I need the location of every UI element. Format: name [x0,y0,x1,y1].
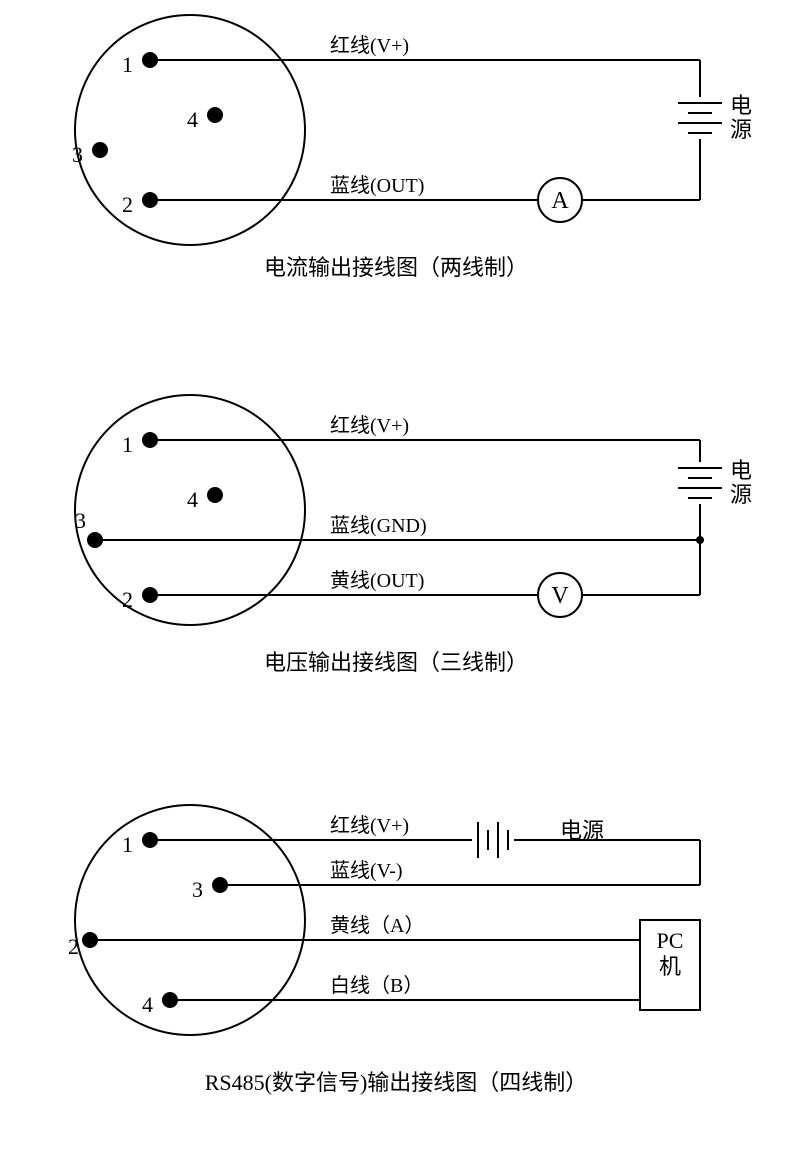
pin-label-2: 2 [68,934,79,959]
svg-text:源: 源 [730,482,752,507]
pin-label-3: 3 [75,508,86,533]
wire-label-1: 蓝线(OUT) [330,174,424,197]
wire-label-0: 红线(V+) [330,414,409,437]
diagram-caption: 电压输出接线图（三线制） [264,650,528,675]
diagram-caption: 电流输出接线图（两线制） [264,255,528,280]
svg-text:电: 电 [730,93,752,118]
wire-label-0: 红线(V+) [330,814,409,837]
pin-label-4: 4 [187,487,198,512]
svg-text:电: 电 [730,458,752,483]
wire-label-1: 蓝线(V-) [330,859,403,882]
wire-label-2: 黄线（A） [330,914,424,937]
wiring-diagrams: 1234红线(V+)A蓝线(OUT)电源电流输出接线图（两线制）1234红线(V… [0,0,792,1166]
wire-label-0: 红线(V+) [330,34,409,57]
diagram-1: 1 2 3 4 红线(V+) 蓝线(GND) V 黄线(OUT) 电源电压输出接线图（三线制） [75,395,752,675]
wire-label-1: 蓝线(GND) [330,514,427,537]
diagram-2: 1 2 3 4 电源 红线(V+) 蓝线(V-) 黄线（A） 白线（B） PC机 RS485(数字信… [68,805,700,1095]
diagram-caption: RS485(数字信号)输出接线图（四线制） [205,1070,588,1095]
pin-label-4: 4 [187,107,198,132]
svg-text:PC: PC [657,928,684,953]
pin-label-2: 2 [122,587,133,612]
wire-label-3: 白线（B） [330,974,423,997]
pin-label-1: 1 [122,832,133,857]
svg-text:源: 源 [730,117,752,142]
pin-label-3: 3 [192,877,203,902]
meter-A: A [551,188,569,214]
power-label: 电源 [560,818,604,843]
pin-label-2: 2 [122,192,133,217]
svg-text:机: 机 [659,954,681,979]
meter-V: V [551,583,569,609]
pin-label-3: 3 [72,142,83,167]
pin-label-1: 1 [122,52,133,77]
diagram-0: 1 2 3 4 红线(V+) A 蓝线(OUT) 电源电流输出接线图（两线制） [72,15,752,280]
pin-label-1: 1 [122,432,133,457]
wire-label-2: 黄线(OUT) [330,569,424,592]
pin-label-4: 4 [142,992,153,1017]
